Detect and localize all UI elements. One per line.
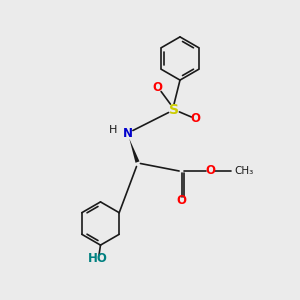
Text: O: O <box>176 194 187 208</box>
Text: CH₃: CH₃ <box>234 166 253 176</box>
Text: O: O <box>190 112 201 125</box>
Text: O: O <box>205 164 215 178</box>
Text: N: N <box>122 127 133 140</box>
Text: O: O <box>152 81 163 94</box>
Text: H: H <box>109 125 117 135</box>
Text: HO: HO <box>88 252 107 265</box>
Polygon shape <box>129 139 140 163</box>
Text: S: S <box>169 103 179 116</box>
